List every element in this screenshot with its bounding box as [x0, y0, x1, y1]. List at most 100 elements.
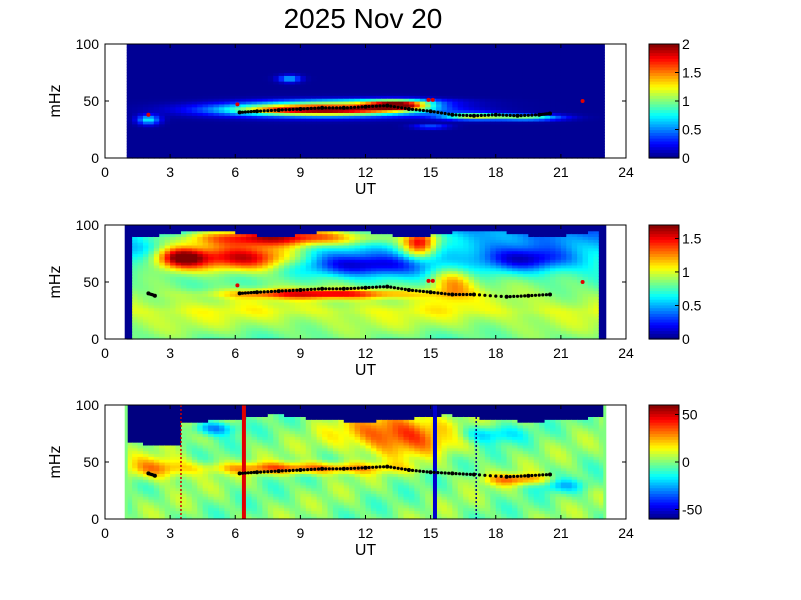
heatmap-cell [191, 333, 198, 337]
heatmap-cell [490, 58, 497, 62]
heatmap-cell [441, 126, 448, 131]
heatmap-cell [175, 103, 182, 108]
heatmap-cell [539, 89, 546, 94]
heatmap-cell [262, 58, 269, 62]
heatmap-cell [235, 279, 242, 283]
heatmap-cell [398, 75, 405, 79]
heatmap-cell [148, 225, 155, 229]
heatmap-cell [148, 123, 155, 128]
heatmap-cell [186, 230, 193, 235]
heatmap-cell [137, 299, 144, 303]
heatmap-cell [512, 89, 519, 94]
heatmap-cell [403, 152, 410, 156]
heatmap-cell [235, 95, 242, 99]
heatmap-cell [235, 304, 242, 309]
heatmap-cell [284, 46, 291, 51]
heatmap-cell [267, 123, 274, 128]
heatmap-cell [436, 86, 443, 91]
heatmap-cell [544, 58, 551, 62]
heatmap-cell [142, 270, 150, 275]
heatmap-cell [126, 63, 133, 68]
heatmap-cell [506, 49, 513, 54]
heatmap-cell [235, 129, 242, 133]
heatmap-cell [273, 46, 280, 51]
heatmap-cell [267, 95, 274, 99]
heatmap-cell [446, 69, 453, 74]
black-marker [316, 106, 321, 110]
heatmap-cell [132, 112, 139, 116]
heatmap-cell [224, 327, 231, 332]
heatmap-cell [284, 307, 291, 312]
heatmap-cell [153, 299, 160, 303]
heatmap-cell [414, 83, 421, 88]
heatmap-cell [186, 307, 193, 312]
heatmap-cell [425, 52, 432, 56]
heatmap-cell [148, 336, 155, 340]
heatmap-cell [370, 143, 377, 148]
black-marker [403, 106, 407, 110]
heatmap-cell [148, 253, 155, 257]
heatmap-cell [132, 78, 139, 82]
heatmap-cell [436, 138, 443, 142]
heatmap-cell [186, 267, 193, 272]
heatmap-cell [512, 123, 519, 128]
heatmap-cell [332, 109, 339, 113]
heatmap-cell [479, 101, 486, 105]
heatmap-cell [349, 95, 356, 99]
heatmap-cell [300, 83, 307, 88]
heatmap-cell [289, 58, 296, 62]
heatmap-cell [137, 123, 144, 128]
heatmap-cell [267, 118, 274, 122]
heatmap-cell [398, 138, 405, 142]
heatmap-cell [284, 324, 291, 329]
heatmap-cell [414, 152, 421, 156]
heatmap-cell [137, 324, 144, 329]
heatmap-cell [191, 307, 198, 312]
heatmap-cell [235, 316, 242, 320]
heatmap-cell [175, 115, 182, 119]
black-marker [320, 105, 325, 110]
heatmap-cell [544, 52, 551, 56]
heatmap-cell [186, 227, 193, 232]
heatmap-cell [392, 55, 399, 59]
heatmap-cell [474, 132, 481, 136]
heatmap-cell [370, 78, 377, 82]
heatmap-cell [180, 267, 188, 272]
heatmap-cell [153, 152, 160, 156]
heatmap-cell [495, 86, 502, 91]
heatmap-cell [170, 78, 177, 82]
heatmap-cell [414, 143, 421, 148]
heatmap-cell [441, 101, 448, 105]
heatmap-cell [170, 259, 177, 263]
heatmap-cell [403, 138, 410, 142]
heatmap-cell [273, 81, 280, 85]
heatmap-cell [414, 49, 421, 54]
heatmap-cell [392, 61, 399, 65]
heatmap-cell [446, 143, 453, 148]
heatmap-cell [256, 287, 263, 292]
heatmap-cell [148, 307, 155, 312]
heatmap-cell [490, 46, 497, 51]
heatmap-cell [349, 81, 356, 85]
heatmap-cell [550, 126, 557, 131]
heatmap-cell [218, 259, 225, 263]
heatmap-cell [251, 267, 258, 272]
heatmap-cell [555, 132, 562, 136]
heatmap-cell [191, 46, 198, 51]
heatmap-cell [387, 132, 394, 136]
heatmap-cell [273, 333, 280, 337]
heatmap-cell [213, 319, 220, 323]
heatmap-cell [229, 279, 236, 283]
heatmap-cell [376, 115, 383, 119]
heatmap-cell [273, 316, 280, 320]
heatmap-cell [126, 92, 133, 96]
heatmap-cell [218, 307, 225, 312]
heatmap-cell [512, 86, 519, 91]
heatmap-cell [544, 89, 551, 94]
heatmap-cell [186, 256, 193, 260]
heatmap-cell [235, 293, 242, 297]
heatmap-cell [213, 135, 220, 139]
heatmap-cell [360, 81, 367, 85]
heatmap-cell [289, 61, 296, 65]
heatmap-cell [132, 296, 139, 300]
